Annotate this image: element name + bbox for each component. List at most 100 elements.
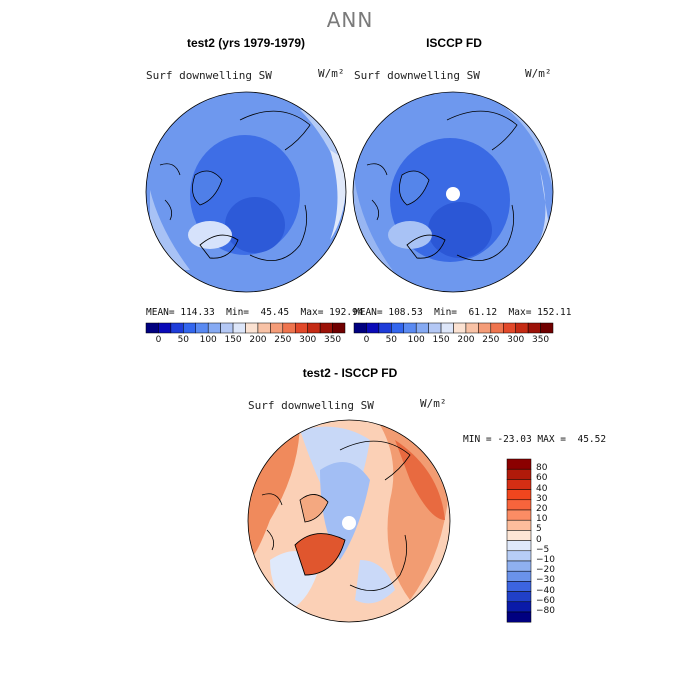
diff-colorbar-tick-label: −10 (536, 555, 555, 565)
diff-colorbar-tick-label: −40 (536, 585, 555, 596)
diff-colorbar-tick-label: −30 (536, 575, 555, 586)
colorbar-swatch (332, 322, 346, 334)
colorbar-swatch (415, 322, 429, 334)
diff-colorbar-tick-label: −60 (536, 595, 555, 606)
panel-1-title: test2 (yrs 1979-1979) (186, 36, 306, 50)
colorbar-tick-label: 0 (155, 335, 162, 345)
colorbar-swatch (195, 322, 209, 334)
diff-colorbar-swatch (506, 581, 532, 592)
panel-1-colorbar (145, 322, 346, 334)
diff-colorbar-tick-label: 80 (536, 463, 548, 474)
colorbar-swatch (245, 322, 259, 334)
diff-colorbar-swatch (506, 591, 532, 603)
colorbar-swatch (453, 322, 467, 334)
panel-2-map-border (352, 91, 554, 293)
colorbar-swatch (515, 322, 529, 334)
colorbar-tick-label: 200 (457, 335, 475, 345)
min-label: Min= (226, 307, 250, 318)
panel-2-colorbar (353, 322, 554, 334)
diff-colorbar-swatch (506, 570, 532, 582)
panel-2-title: ISCCP FD (426, 36, 482, 50)
panel-2-max-value: 152.11 (537, 307, 572, 318)
colorbar-tick-label: 250 (274, 335, 292, 345)
colorbar-tick-label: 300 (507, 335, 525, 345)
panel-2-mean-value: 108.53 (388, 307, 423, 318)
mean-label: MEAN= (146, 307, 175, 318)
diff-colorbar-tick-label: −80 (536, 606, 555, 616)
colorbar-tick-label: 250 (482, 335, 500, 345)
diff-colorbar-tick-label: −20 (536, 565, 555, 576)
colorbar-swatch (527, 322, 541, 334)
colorbar-tick-label: 150 (224, 335, 242, 345)
panel-2-units: W/m² (525, 67, 552, 80)
colorbar-swatch (465, 322, 479, 334)
diff-colorbar-swatch (506, 479, 532, 490)
diff-map-border (247, 419, 451, 623)
colorbar-swatch (158, 322, 172, 334)
diff-colorbar-swatch (506, 489, 532, 501)
colorbar-swatch (353, 322, 367, 334)
diff-min-label: MIN = (463, 434, 492, 445)
panel-1-min-value: 45.45 (260, 307, 290, 318)
diff-colorbar-tick-label: 5 (536, 524, 542, 535)
colorbar-swatch (295, 322, 308, 334)
diff-colorbar-tick-label: 0 (536, 534, 542, 545)
colorbar-tick-label: 350 (323, 335, 342, 345)
colorbar-tick-label: 200 (249, 335, 267, 345)
diff-colorbar-swatch (506, 611, 532, 623)
colorbar-swatch (257, 322, 271, 334)
colorbar-swatch (207, 322, 221, 334)
diff-colorbar (506, 458, 532, 623)
diff-colorbar-swatch (506, 499, 532, 511)
diff-colorbar-swatch (506, 540, 532, 552)
colorbar-swatch (282, 322, 296, 334)
colorbar-swatch (232, 322, 246, 334)
diff-colorbar-tick-label: 40 (536, 483, 548, 494)
diff-map (248, 420, 450, 622)
diff-stats: MIN = -23.03 MAX = 45.52 (463, 434, 606, 445)
colorbar-swatch (378, 322, 392, 334)
colorbar-swatch (170, 322, 184, 334)
diff-min-value: -23.03 (497, 434, 532, 445)
colorbar-swatch (391, 322, 404, 334)
colorbar-swatch (270, 322, 284, 334)
diff-units: W/m² (420, 397, 447, 410)
max-label: Max= (300, 307, 324, 318)
diff-max-label: MAX = (537, 434, 567, 445)
colorbar-swatch (319, 322, 333, 334)
panel-1-map-border (145, 91, 347, 293)
colorbar-tick-label: 0 (363, 335, 370, 345)
panel-1-mean-value: 114.33 (180, 307, 215, 318)
diff-colorbar-swatch (506, 530, 532, 541)
colorbar-swatch (183, 322, 196, 334)
colorbar-swatch (540, 322, 554, 334)
panel-2-map (353, 92, 553, 292)
diff-colorbar-tick-label: 20 (536, 504, 548, 514)
diff-colorbar-swatch (506, 509, 532, 521)
diff-variable: Surf downwelling SW (248, 399, 374, 412)
diff-colorbar-swatch (506, 601, 532, 613)
diff-colorbar-tick-label: 30 (536, 493, 548, 504)
colorbar-tick-label: 50 (385, 335, 398, 345)
colorbar-swatch (503, 322, 516, 334)
panel-2-stats: MEAN= 108.53 Min= 61.12 Max= 152.11 (354, 307, 571, 318)
diff-colorbar-swatch (506, 550, 532, 562)
panel-1-max-value: 192.94 (329, 307, 364, 318)
colorbar-swatch (403, 322, 417, 334)
colorbar-tick-label: 100 (407, 335, 425, 345)
diff-colorbar-swatch (506, 458, 532, 470)
colorbar-tick-label: 150 (432, 335, 450, 345)
panel-2-variable: Surf downwelling SW (354, 69, 480, 82)
colorbar-swatch (428, 322, 442, 334)
colorbar-tick-label: 50 (177, 335, 190, 345)
diff-colorbar-swatch (506, 560, 532, 572)
diff-colorbar-swatch (506, 468, 532, 480)
panel-1-map (146, 92, 346, 292)
colorbar-tick-label: 350 (531, 335, 550, 345)
max-label: Max= (508, 307, 532, 318)
panel-1-variable: Surf downwelling SW (146, 69, 272, 82)
diff-max-value: 45.52 (577, 434, 607, 445)
colorbar-swatch (220, 322, 234, 334)
colorbar-swatch (440, 322, 454, 334)
